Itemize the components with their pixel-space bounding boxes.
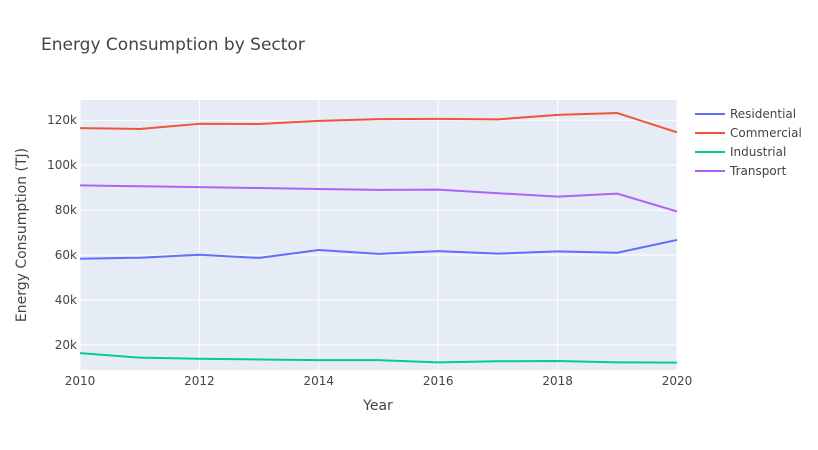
legend-label: Residential	[730, 107, 796, 121]
chart-title: Energy Consumption by Sector	[41, 35, 305, 55]
series-line-residential[interactable]	[79, 238, 678, 260]
y-tick-label: 40k	[55, 293, 77, 307]
y-tick-label: 20k	[55, 338, 77, 352]
series-line-transport[interactable]	[79, 184, 678, 213]
y-axis-title: Energy Consumption (TJ)	[14, 148, 30, 322]
y-tick-label: 80k	[55, 203, 77, 217]
x-tick-label: 2014	[304, 374, 335, 388]
legend-label: Industrial	[730, 145, 786, 159]
x-tick-label: 2018	[542, 374, 573, 388]
grid-lines	[79, 100, 678, 370]
legend-label: Commercial	[730, 126, 802, 140]
x-tick-label: 2016	[423, 374, 454, 388]
x-axis-ticks: 2010 2012 2014 2016 2018 2020	[65, 374, 693, 388]
legend-item-residential[interactable]: Residential	[695, 107, 796, 121]
legend-item-industrial[interactable]: Industrial	[695, 145, 786, 159]
y-tick-label: 100k	[47, 158, 77, 172]
y-axis-ticks: 20k 40k 60k 80k 100k 120k	[47, 113, 77, 352]
legend-label: Transport	[729, 164, 787, 178]
legend-item-commercial[interactable]: Commercial	[695, 126, 802, 140]
x-axis-title: Year	[362, 398, 393, 414]
series-lines	[79, 112, 678, 364]
y-tick-label: 120k	[47, 113, 77, 127]
x-tick-label: 2010	[65, 374, 96, 388]
series-line-commercial[interactable]	[79, 112, 678, 134]
legend[interactable]: Residential Commercial Industrial Transport	[695, 107, 802, 178]
legend-item-transport[interactable]: Transport	[695, 164, 787, 178]
x-tick-label: 2020	[662, 374, 693, 388]
x-tick-label: 2012	[184, 374, 215, 388]
series-line-industrial[interactable]	[79, 352, 678, 364]
plot-area	[80, 100, 677, 370]
y-tick-label: 60k	[55, 248, 77, 262]
